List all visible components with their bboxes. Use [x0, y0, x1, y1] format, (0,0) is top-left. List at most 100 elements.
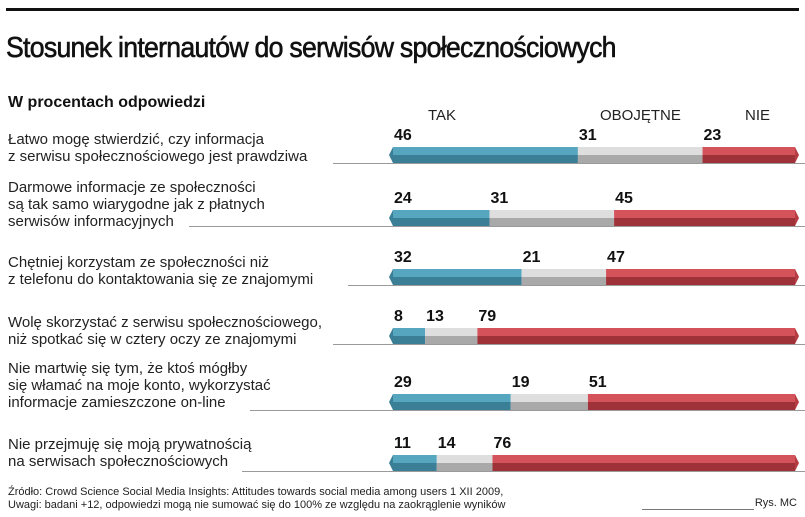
bar-segment-bottom — [425, 336, 478, 344]
bar-segment-nie — [587, 394, 795, 410]
row-label: Wolę skorzystać z serwisu społecznościow… — [8, 314, 322, 348]
bar-segment-top — [393, 147, 578, 155]
legend-tak: TAK — [428, 107, 457, 124]
value-label-nie: 76 — [493, 435, 512, 452]
bar-segment-top — [436, 455, 493, 463]
row-label-line: Chętniej korzystam ze społeczności niż — [8, 254, 269, 271]
bar-cap-left — [389, 328, 393, 344]
bar-segment-bottom — [614, 218, 795, 226]
value-label-tak: 24 — [394, 190, 412, 207]
bar-segment-top — [489, 210, 615, 218]
value-label-obojetne: 31 — [490, 190, 509, 207]
footer-note: Uwagi: badani +12, odpowiedzi mogą nie s… — [8, 499, 506, 511]
bar-cap-right — [795, 147, 799, 163]
bar-segment-nie — [492, 455, 795, 471]
bar-segment-bottom — [521, 277, 607, 285]
bar-segment-tak — [393, 210, 490, 226]
row-label-line: na serwisach społecznościowych — [8, 453, 229, 470]
bar-segment-top — [393, 269, 522, 277]
bar-segment-top — [492, 455, 795, 463]
value-label-tak: 32 — [394, 249, 412, 266]
bar-segment-bottom — [436, 463, 493, 471]
bar-segment-top — [477, 328, 795, 336]
bar-segment-nie — [702, 147, 795, 163]
leader-line — [249, 410, 805, 411]
bar-segment-bottom — [393, 463, 437, 471]
row-label: Chętniej korzystam ze społeczności niż z … — [8, 254, 313, 288]
leader-line — [333, 344, 805, 345]
row-label: Darmowe informacje ze społeczności są tak… — [8, 179, 265, 230]
row-label-line: Nie martwię się tym, że ktoś mógłby — [8, 360, 248, 377]
leader-line — [188, 226, 805, 227]
row-label-line: Łatwo mogę stwierdzić, czy informacja — [8, 131, 264, 148]
bar-segment-nie — [477, 328, 795, 344]
bar-segment-nie — [606, 269, 795, 285]
bar-segment-bottom — [393, 402, 511, 410]
value-label-obojetne: 19 — [511, 374, 530, 391]
leader-line — [348, 285, 805, 286]
bar-segment-bottom — [393, 277, 522, 285]
bar-segment-top — [393, 328, 426, 336]
bar-cap-right — [795, 328, 799, 344]
value-label-tak: 11 — [394, 435, 411, 452]
value-label-nie: 23 — [703, 127, 722, 144]
value-label-nie: 79 — [478, 308, 497, 325]
bar-cap-right — [795, 455, 799, 471]
value-label-obojetne: 14 — [437, 435, 456, 452]
bar-segment-bottom — [606, 277, 795, 285]
bar-segment-bottom — [577, 155, 703, 163]
bar-cap-left — [389, 394, 393, 410]
value-label-obojetne: 31 — [578, 127, 597, 144]
value-label-obojetne: 13 — [426, 308, 444, 325]
chart-subtitle: W procentach odpowiedzi — [8, 94, 206, 111]
chart-title: Stosunek internautów do serwisów społecz… — [6, 32, 617, 65]
bar-segment-bottom — [489, 218, 615, 226]
top-rule — [6, 8, 799, 11]
bar-segment-tak — [393, 269, 522, 285]
bar-segment-bottom — [393, 336, 426, 344]
footer-source: Źródło: Crowd Science Social Media Insig… — [8, 486, 504, 498]
leader-line — [242, 471, 805, 472]
row-label-line: są tak samo wiarygodne jak z płatnych — [8, 196, 265, 213]
bar-cap-left — [389, 269, 393, 285]
bar-segment-nie — [614, 210, 795, 226]
bar-segment-top — [702, 147, 795, 155]
row-label-line: niż spotkać się w cztery oczy ze znajomy… — [8, 331, 297, 348]
bar-segment-top — [606, 269, 795, 277]
legend-nie: NIE — [745, 107, 771, 124]
value-label-nie: 45 — [615, 190, 633, 207]
bar-segment-bottom — [477, 336, 795, 344]
bar-segment-bottom — [393, 218, 490, 226]
bar-cap-right — [795, 210, 799, 226]
row-label-line: się włamać na moje konto, wykorzystać — [8, 377, 271, 394]
bar-segment-tak — [393, 147, 578, 163]
bar-segment-bottom — [702, 155, 795, 163]
row-label-line: informacje zamieszczone on-line — [8, 394, 226, 411]
bar-segment-top — [521, 269, 607, 277]
row-label-line: Wolę skorzystać z serwisu społecznościow… — [8, 314, 323, 331]
bar-segment-bottom — [510, 402, 588, 410]
bar-cap-left — [389, 210, 393, 226]
value-label-obojetne: 21 — [522, 249, 541, 266]
bar-segment-bottom — [587, 402, 795, 410]
value-label-nie: 51 — [588, 374, 607, 391]
bar-segment-obojetne — [489, 210, 615, 226]
bar-segment-top — [393, 210, 490, 218]
bar-segment-top — [614, 210, 795, 218]
legend-obojetne: OBOJĘTNE — [600, 107, 681, 124]
bar-segment-obojetne — [510, 394, 588, 410]
row-label: Łatwo mogę stwierdzić, czy informacja z s… — [8, 131, 307, 165]
bar-segment-bottom — [492, 463, 795, 471]
bar-cap-right — [795, 394, 799, 410]
leader-line — [333, 163, 805, 164]
row-label-line: Darmowe informacje ze społeczności — [8, 179, 256, 196]
row-label-line: z telefonu do kontaktowania się ze znajo… — [8, 271, 314, 288]
bar-segment-tak — [393, 455, 437, 471]
bar-cap-left — [389, 455, 393, 471]
row-label-line: z serwisu społecznościowego jest prawdzi… — [8, 148, 308, 165]
footer-leader — [642, 509, 754, 510]
bar-segment-top — [587, 394, 795, 402]
row-label-line: serwisów informacyjnych — [8, 213, 174, 230]
bar-segment-tak — [393, 394, 511, 410]
